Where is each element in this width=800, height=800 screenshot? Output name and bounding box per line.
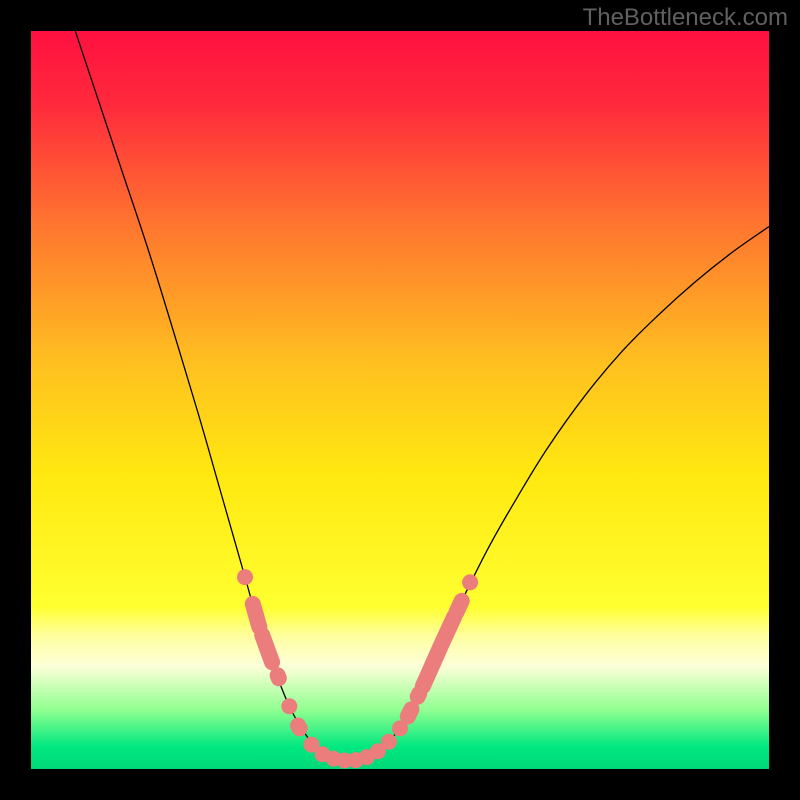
plot-svg	[31, 31, 769, 769]
plot-area	[31, 31, 769, 769]
chart-frame: TheBottleneck.com	[0, 0, 800, 800]
watermark-text: TheBottleneck.com	[583, 4, 788, 32]
plot-background	[31, 31, 769, 769]
